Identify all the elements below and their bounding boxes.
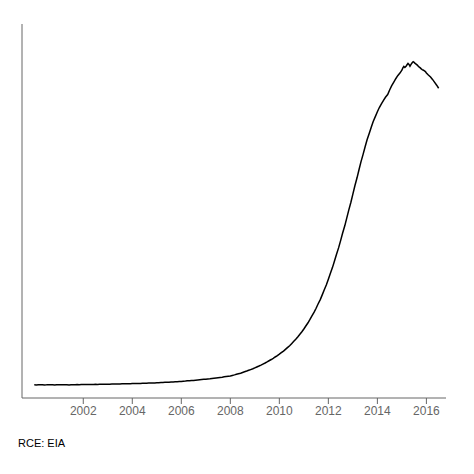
svg-text:2016: 2016 bbox=[413, 404, 440, 418]
html-text:RCE: EIA: RCE: EIA bbox=[18, 437, 66, 449]
svg-text:2002: 2002 bbox=[70, 404, 97, 418]
svg-text:2014: 2014 bbox=[364, 404, 391, 418]
svg-text:2012: 2012 bbox=[315, 404, 342, 418]
svg-text:2010: 2010 bbox=[266, 404, 293, 418]
svg-text:2004: 2004 bbox=[119, 404, 146, 418]
svg-text:2006: 2006 bbox=[168, 404, 195, 418]
svg-text:2008: 2008 bbox=[217, 404, 244, 418]
